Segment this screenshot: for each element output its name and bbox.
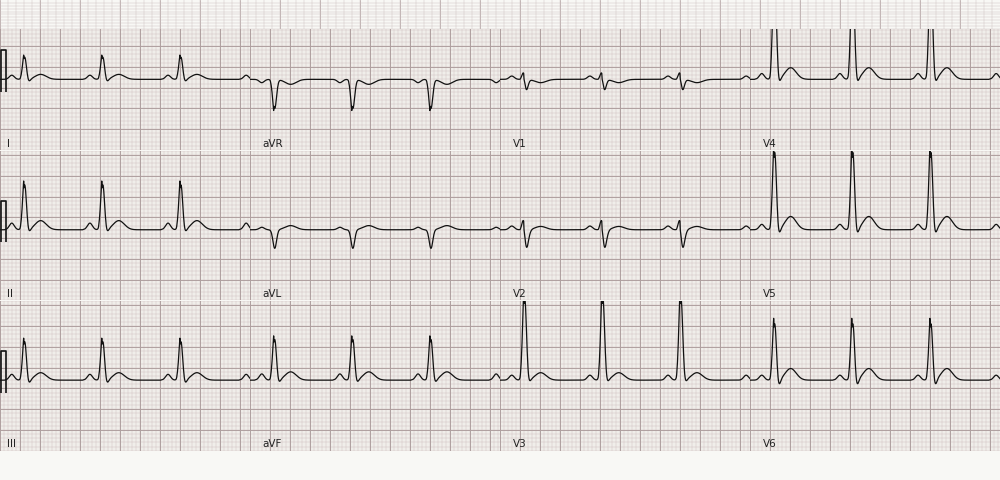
Text: aVR: aVR xyxy=(262,139,283,149)
Text: I: I xyxy=(8,139,10,149)
Text: III: III xyxy=(8,439,16,449)
Text: V3: V3 xyxy=(512,439,526,449)
Text: V2: V2 xyxy=(512,289,526,299)
Text: aVL: aVL xyxy=(262,289,282,299)
Text: V5: V5 xyxy=(763,289,776,299)
Text: aVF: aVF xyxy=(262,439,282,449)
Text: II: II xyxy=(8,289,14,299)
Text: V6: V6 xyxy=(763,439,776,449)
Text: V1: V1 xyxy=(512,139,526,149)
Text: V4: V4 xyxy=(763,139,776,149)
